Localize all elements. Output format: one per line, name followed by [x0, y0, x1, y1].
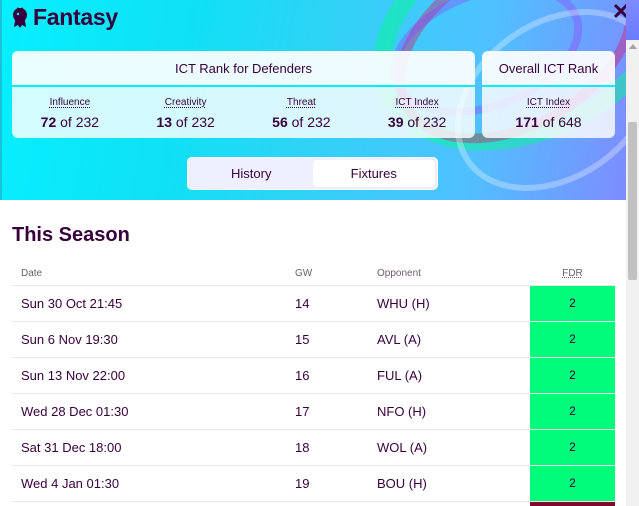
table-row: Sun 6 Nov 19:30 15 AVL (A) 2: [12, 322, 615, 358]
rank-total: of 232: [175, 114, 215, 130]
ict-rank-position-card: ICT Rank for Defenders Influence 72 of 2…: [12, 51, 475, 138]
fixture-fdr: 2: [530, 358, 615, 393]
fixture-gw: 17: [295, 404, 310, 419]
stat-value: 39 of 232: [359, 114, 475, 130]
fixture-date: Wed 28 Dec 01:30: [21, 404, 129, 419]
stat-label[interactable]: ICT Index: [526, 97, 571, 108]
col-opponent-header: Opponent: [377, 268, 421, 279]
fixtures-table: Date GW Opponent FDR Sun 30 Oct 21:45 14…: [12, 262, 615, 502]
stat-label[interactable]: ICT Index: [395, 97, 439, 108]
rank-number: 39: [387, 114, 404, 130]
stat-creativity: Creativity 13 of 232: [128, 87, 244, 138]
rank-number: 56: [272, 114, 288, 130]
fixture-gw: 19: [295, 476, 310, 491]
fixture-fdr: 2: [530, 286, 615, 321]
fixture-fdr: 2: [530, 466, 615, 501]
fixture-opponent: FUL (A): [377, 368, 423, 383]
fixture-fdr: 2: [530, 394, 615, 429]
table-row: Wed 28 Dec 01:30 17 NFO (H) 2: [12, 394, 615, 430]
col-fdr-header[interactable]: FDR: [530, 262, 615, 285]
scrollbar-top-strip: [626, 0, 639, 40]
fixture-date: Wed 4 Jan 01:30: [21, 476, 120, 491]
col-date-header: Date: [21, 268, 43, 279]
fixture-opponent: WOL (A): [377, 440, 428, 455]
rank-total: of 232: [60, 114, 100, 130]
table-header: Date GW Opponent FDR: [12, 262, 615, 286]
fixture-fdr: 2: [530, 430, 615, 465]
fixture-date: Sun 6 Nov 19:30: [21, 332, 118, 347]
fixture-gw: 14: [295, 296, 310, 311]
fixture-gw: 18: [295, 440, 310, 455]
rank-number: 171: [515, 114, 539, 130]
stat-value: 56 of 232: [244, 114, 360, 130]
rank-total: of 232: [291, 114, 331, 130]
table-row: Sun 30 Oct 21:45 14 WHU (H) 2: [12, 286, 615, 322]
stat-overall-ict-index: ICT Index 171 of 648: [482, 87, 615, 138]
table-row: Sun 13 Nov 22:00 16 FUL (A) 2: [12, 358, 615, 394]
stat-value: 13 of 232: [128, 114, 244, 130]
close-button[interactable]: ✕: [611, 0, 631, 24]
fdr-header-label[interactable]: FDR: [562, 268, 583, 279]
rank-number: 13: [156, 114, 172, 130]
brand-name: Fantasy: [33, 4, 118, 30]
stat-value: 171 of 648: [482, 114, 615, 130]
next-fixture-fdr-cell: [530, 502, 615, 506]
stats-row: ICT Index 171 of 648: [482, 87, 615, 138]
stat-value: 72 of 232: [12, 114, 128, 130]
rank-total: of 648: [542, 114, 582, 130]
scrollbar[interactable]: [626, 40, 639, 506]
rank-total: of 232: [407, 114, 447, 130]
fixture-opponent: BOU (H): [377, 476, 427, 491]
lion-icon: [13, 6, 27, 28]
fixture-opponent: WHU (H): [377, 296, 430, 311]
fixture-opponent: AVL (A): [377, 332, 422, 347]
rank-number: 72: [40, 114, 57, 130]
section-title: This Season: [12, 224, 130, 246]
fixture-date: Sat 31 Dec 18:00: [21, 440, 122, 455]
col-gw-header: GW: [295, 268, 313, 279]
stats-row: Influence 72 of 232 Creativity 13 of 232…: [12, 87, 475, 138]
fixture-gw: 15: [295, 332, 310, 347]
fixture-date: Sun 30 Oct 21:45: [21, 296, 123, 311]
modal-header: Fantasy ICT Rank for Defenders Influence…: [0, 0, 626, 200]
tab-fixtures[interactable]: Fixtures: [312, 160, 435, 187]
fixture-gw: 16: [295, 368, 310, 383]
stat-label[interactable]: Creativity: [164, 97, 207, 108]
scrollbar-thumb[interactable]: [628, 122, 637, 280]
fantasy-logo: Fantasy: [10, 4, 118, 31]
fixture-opponent: NFO (H): [377, 404, 427, 419]
stat-label[interactable]: Influence: [49, 97, 91, 108]
stat-threat: Threat 56 of 232: [244, 87, 360, 138]
stat-influence: Influence 72 of 232: [12, 87, 128, 138]
fixture-fdr: 2: [530, 322, 615, 357]
fixture-date: Sun 13 Nov 22:00: [21, 368, 126, 383]
table-row: Wed 4 Jan 01:30 19 BOU (H) 2: [12, 466, 615, 502]
scroll-up-icon[interactable]: [629, 44, 637, 49]
view-toggle: History Fixtures: [187, 157, 438, 190]
table-row: Sat 31 Dec 18:00 18 WOL (A) 2: [12, 430, 615, 466]
edge-strip: [0, 0, 2, 200]
stat-ict-index: ICT Index 39 of 232: [359, 87, 475, 138]
stat-label[interactable]: Threat: [286, 97, 316, 108]
card-title: Overall ICT Rank: [482, 51, 615, 87]
overall-ict-rank-card: Overall ICT Rank ICT Index 171 of 648: [482, 51, 615, 138]
card-title: ICT Rank for Defenders: [12, 51, 475, 87]
tab-history[interactable]: History: [231, 166, 272, 181]
